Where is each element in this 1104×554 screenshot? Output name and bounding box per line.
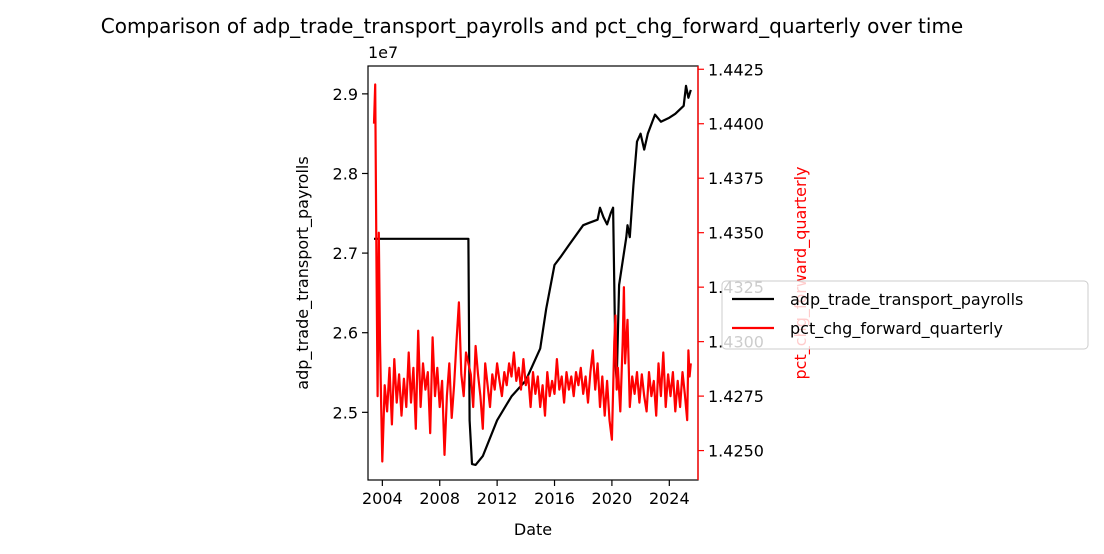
x-axis: 2004 2008 2012 2016 2020 2024 — [362, 480, 690, 508]
x-tick-label: 2004 — [362, 489, 403, 508]
left-axis-offset-text: 1e7 — [368, 43, 398, 62]
left-tick-label: 2.6 — [333, 324, 358, 343]
legend-label-pct: pct_chg_forward_quarterly — [790, 319, 1003, 339]
left-tick-label: 2.8 — [333, 164, 358, 183]
x-tick-label: 2024 — [649, 489, 690, 508]
x-tick-label: 2016 — [534, 489, 575, 508]
series-line-0 — [374, 84, 692, 466]
right-tick-label: 1.4400 — [708, 115, 764, 134]
left-tick-label: 2.9 — [333, 85, 358, 104]
legend-label-adp: adp_trade_transport_payrolls — [790, 290, 1023, 310]
right-tick-label: 1.4275 — [708, 387, 764, 406]
x-axis-label: Date — [514, 520, 552, 539]
left-tick-label: 2.7 — [333, 244, 358, 263]
left-axis: 2.5 2.6 2.7 2.8 2.9 — [333, 85, 368, 422]
right-tick-label: 1.4425 — [708, 60, 764, 79]
x-tick-label: 2012 — [477, 489, 518, 508]
series-line-1 — [372, 83, 692, 463]
right-tick-label: 1.4350 — [708, 224, 764, 243]
legend: adp_trade_transport_payrolls pct_chg_for… — [721, 280, 1089, 350]
chart-title: Comparison of adp_trade_transport_payrol… — [101, 14, 964, 38]
left-tick-label: 2.5 — [333, 403, 358, 422]
x-tick-label: 2008 — [419, 489, 460, 508]
left-axis-label: adp_trade_transport_payrolls — [293, 156, 313, 389]
plot-area — [367, 65, 699, 481]
series-layer — [372, 83, 692, 466]
legend-frame — [721, 280, 1089, 350]
x-tick-label: 2020 — [592, 489, 633, 508]
right-axis: 1.42501.42751.43001.43251.43501.43751.44… — [697, 60, 764, 480]
right-tick-label: 1.4250 — [708, 442, 764, 461]
right-tick-label: 1.4375 — [708, 169, 764, 188]
